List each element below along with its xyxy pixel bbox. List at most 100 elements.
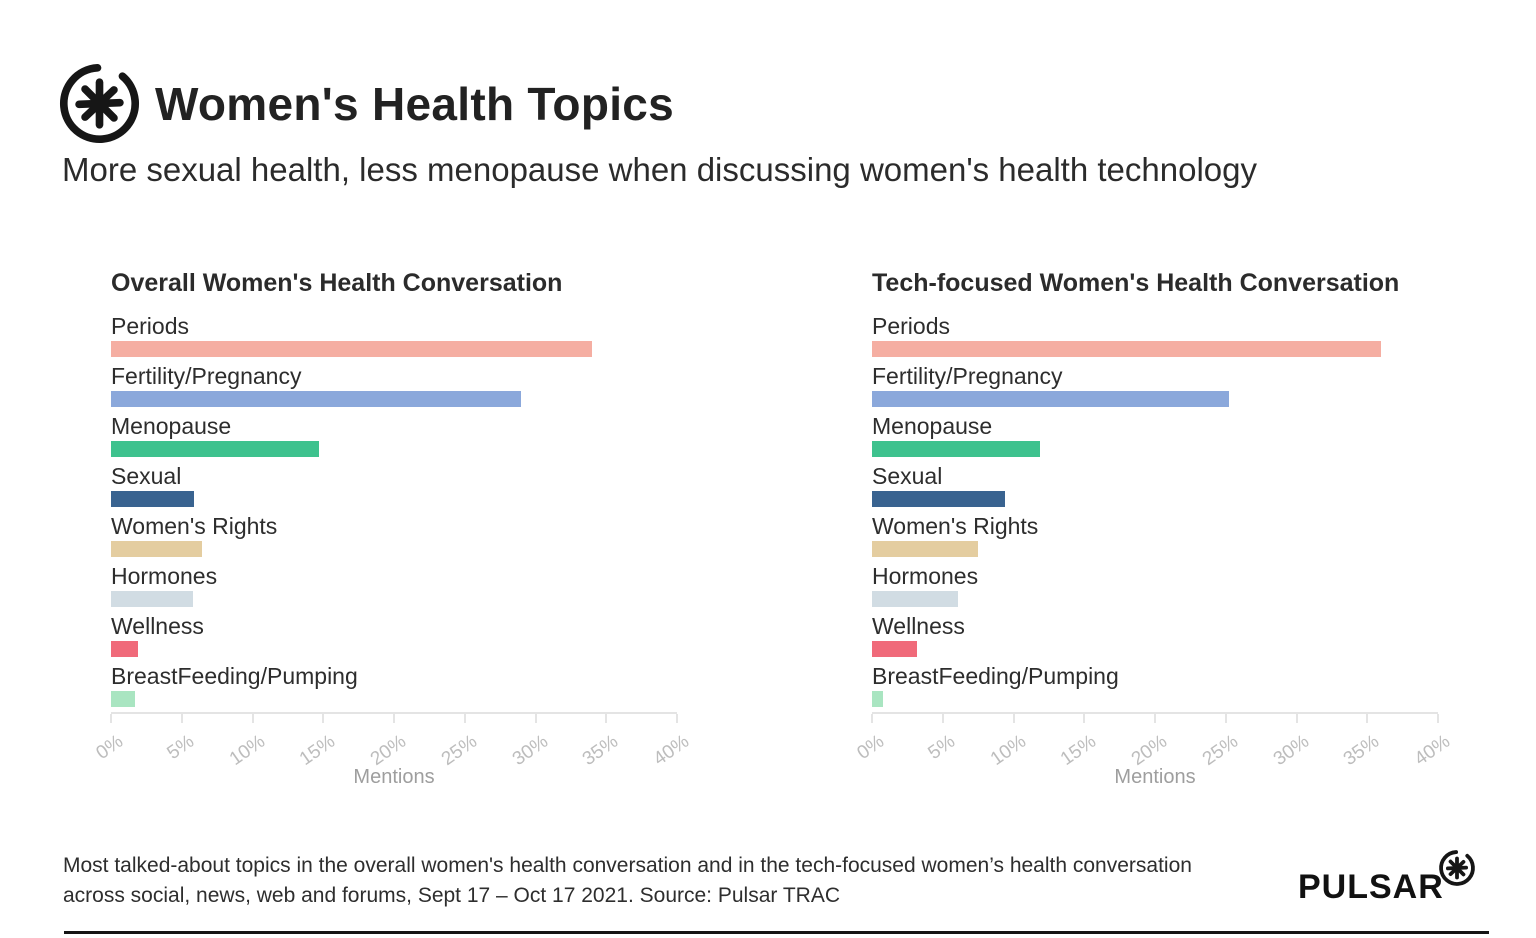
caption-line-2: across social, news, web and forums, Sep… bbox=[63, 884, 840, 907]
axis-tick bbox=[1366, 714, 1369, 723]
topic-row: Wellness bbox=[872, 612, 1438, 657]
bar-track bbox=[872, 591, 1438, 607]
topic-row: Women's Rights bbox=[111, 512, 677, 557]
topic-row: Sexual bbox=[111, 462, 677, 507]
axis-tick bbox=[1012, 714, 1015, 723]
axis-tick bbox=[1083, 714, 1086, 723]
topic-label: Fertility/Pregnancy bbox=[872, 363, 1063, 389]
page-title: Women's Health Topics bbox=[155, 78, 675, 130]
topic-bar bbox=[111, 591, 194, 607]
caption-line-1: Most talked-about topics in the overall … bbox=[63, 854, 1192, 877]
axis-tick bbox=[941, 714, 944, 723]
topic-label: Wellness bbox=[872, 613, 965, 639]
topic-label: Hormones bbox=[872, 563, 979, 589]
topic-label: Periods bbox=[872, 313, 950, 339]
topic-bar bbox=[872, 491, 1005, 507]
bar-track bbox=[111, 541, 677, 557]
bar-track bbox=[111, 591, 677, 607]
axis-tick bbox=[251, 714, 254, 723]
topic-row: BreastFeeding/Pumping bbox=[111, 662, 677, 707]
topic-bar bbox=[872, 541, 979, 557]
axis-tick bbox=[871, 714, 873, 723]
bar-track bbox=[872, 491, 1438, 507]
topic-row: BreastFeeding/Pumping bbox=[872, 662, 1438, 707]
axis-tick bbox=[1295, 714, 1298, 723]
topic-label: Menopause bbox=[111, 413, 232, 439]
axis-label: Mentions bbox=[1114, 766, 1196, 788]
topic-bar bbox=[872, 391, 1229, 407]
topic-label: BreastFeeding/Pumping bbox=[111, 663, 358, 689]
bar-track bbox=[111, 491, 677, 507]
page-subtitle: More sexual health, less menopause when … bbox=[62, 151, 1257, 188]
topic-label: Women's Rights bbox=[111, 513, 278, 539]
bar-track bbox=[872, 691, 1438, 707]
topic-row: Menopause bbox=[872, 412, 1438, 457]
bar-rows: Periods Fertility/Pregnancy Menopause Sexua… bbox=[872, 312, 1438, 707]
axis-tick bbox=[1437, 714, 1439, 723]
bar-track bbox=[111, 691, 677, 707]
bar-track bbox=[111, 391, 677, 407]
topic-bar bbox=[111, 691, 136, 707]
bar-track bbox=[111, 441, 677, 457]
axis-tick bbox=[676, 714, 678, 723]
bar-track bbox=[111, 641, 677, 657]
topic-bar bbox=[872, 441, 1041, 457]
topic-bar bbox=[872, 591, 959, 607]
pulsar-wordmark: PULSAR bbox=[1298, 868, 1444, 906]
topic-label: Sexual bbox=[872, 463, 943, 489]
axis-tick bbox=[1224, 714, 1227, 723]
bar-track bbox=[872, 441, 1438, 457]
topic-bar bbox=[872, 691, 884, 707]
topic-bar bbox=[111, 391, 522, 407]
bar-track bbox=[111, 341, 677, 357]
topic-bar bbox=[872, 641, 918, 657]
axis-tick bbox=[322, 714, 325, 723]
tech-focused-conversation-chart: Tech-focused Women's Health Conversation… bbox=[853, 262, 1454, 807]
asterisk-circle-logo-icon bbox=[59, 63, 140, 144]
chart-title: Overall Women's Health Conversation bbox=[111, 269, 563, 297]
overall-conversation-chart: Overall Women's Health Conversation Peri… bbox=[92, 262, 693, 807]
topic-bar bbox=[111, 641, 138, 657]
axis-label: Mentions bbox=[353, 766, 435, 788]
topic-bar bbox=[111, 541, 202, 557]
chart-title: Tech-focused Women's Health Conversation bbox=[872, 269, 1400, 297]
axis-line bbox=[111, 712, 677, 714]
axis-tick bbox=[393, 714, 395, 723]
topic-row: Menopause bbox=[111, 412, 677, 457]
topic-row: Women's Rights bbox=[872, 512, 1438, 557]
axis-tick bbox=[605, 714, 608, 723]
axis-tick bbox=[463, 714, 466, 723]
bar-track bbox=[872, 391, 1438, 407]
x-axis: 0% 5% 10% 15% 20% 25% 30% 35% 40% Mentions bbox=[853, 712, 1454, 807]
topic-label: BreastFeeding/Pumping bbox=[872, 663, 1119, 689]
pulsar-asterisk-icon bbox=[1439, 850, 1475, 886]
bar-track bbox=[872, 641, 1438, 657]
topic-bar bbox=[111, 491, 195, 507]
topic-row: Sexual bbox=[872, 462, 1438, 507]
axis-tick bbox=[1154, 714, 1156, 723]
topic-row: Hormones bbox=[872, 562, 1438, 607]
topic-row: Periods bbox=[872, 312, 1438, 357]
topic-label: Women's Rights bbox=[872, 513, 1039, 539]
topic-label: Periods bbox=[111, 313, 189, 339]
bar-track bbox=[872, 341, 1438, 357]
topic-label: Menopause bbox=[872, 413, 993, 439]
topic-row: Hormones bbox=[111, 562, 677, 607]
topic-bar bbox=[872, 341, 1382, 357]
topic-bar bbox=[111, 341, 593, 357]
topic-bar bbox=[111, 441, 319, 457]
topic-row: Fertility/Pregnancy bbox=[111, 362, 677, 407]
topic-row: Periods bbox=[111, 312, 677, 357]
bar-track bbox=[872, 541, 1438, 557]
topic-row: Fertility/Pregnancy bbox=[872, 362, 1438, 407]
axis-tick bbox=[180, 714, 183, 723]
x-axis: 0% 5% 10% 15% 20% 25% 30% 35% 40% Mentions bbox=[92, 712, 693, 807]
caption: Most talked-about topics in the overall … bbox=[63, 851, 1192, 911]
topic-label: Sexual bbox=[111, 463, 182, 489]
topic-label: Fertility/Pregnancy bbox=[111, 363, 302, 389]
axis-tick bbox=[534, 714, 537, 723]
topic-row: Wellness bbox=[111, 612, 677, 657]
bottom-rule bbox=[64, 931, 1489, 934]
bar-rows: Periods Fertility/Pregnancy Menopause Sexua… bbox=[111, 312, 677, 707]
